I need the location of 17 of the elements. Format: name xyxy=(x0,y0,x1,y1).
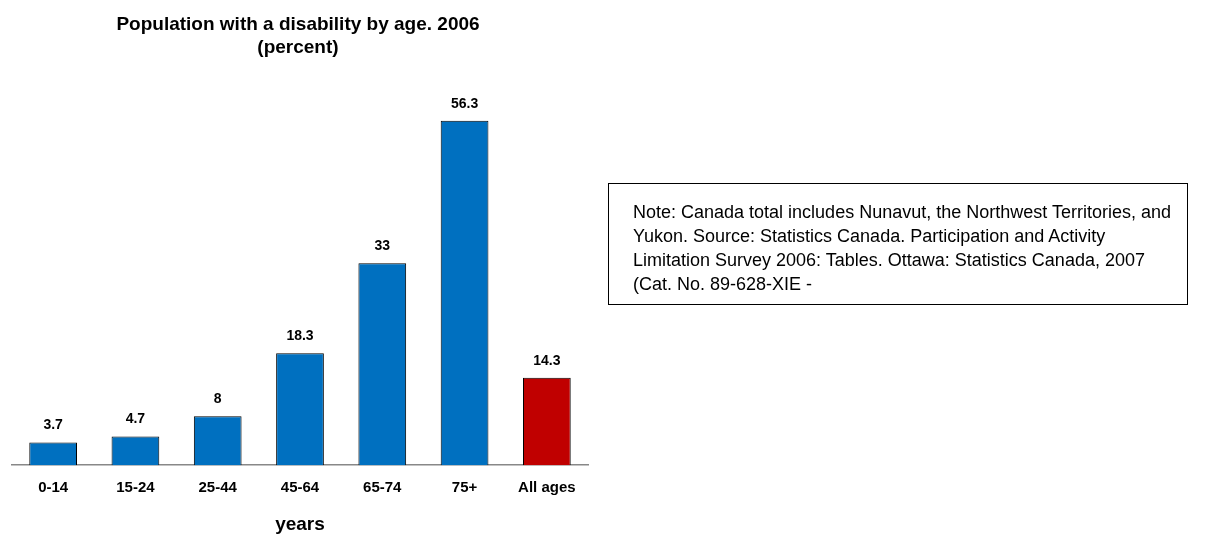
x-tick-label: 45-64 xyxy=(280,478,320,496)
data-label: 4.7 xyxy=(125,410,146,427)
x-tick-label: 25-44 xyxy=(198,478,238,496)
chart-title: Population with a disability by age. 2006 (percent) xyxy=(115,12,481,58)
x-tick-label: All ages xyxy=(518,478,576,496)
data-label: 14.3 xyxy=(533,351,561,368)
text: Note: Canada total includes Nunavut, the Northwest Territories, and Yukon. Source: Statistics Canada. Participation and Activity Limitation Survey 2006: Tables. Ottawa: Statistics Canada, 2007 (Cat. No. 89-628-XIE - xyxy=(608,183,1188,305)
data-label: 18.3 xyxy=(286,327,314,344)
data-label: 3.7 xyxy=(43,416,64,433)
x-tick-label: 65-74 xyxy=(363,478,403,496)
data-label: 56.3 xyxy=(450,94,479,111)
data-label: 33 xyxy=(374,237,391,254)
x-tick-label: 15-24 xyxy=(116,478,156,496)
x-axis-title: years xyxy=(275,512,325,534)
x-tick-label: 0-14 xyxy=(38,478,69,496)
x-tick-label: 75+ xyxy=(451,478,478,496)
data-label: 8 xyxy=(213,390,222,407)
